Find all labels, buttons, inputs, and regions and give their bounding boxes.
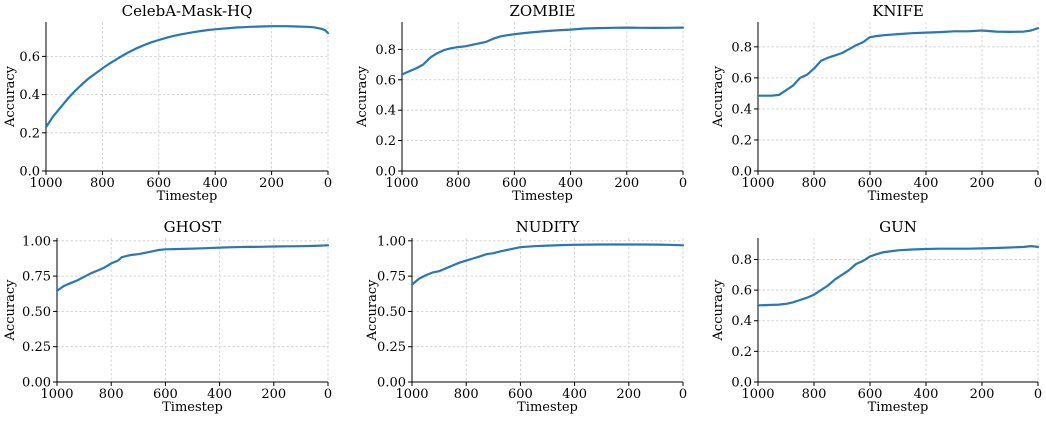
series-line [44, 25, 330, 129]
y-tick-label: 0.6 [731, 71, 752, 86]
chart-panel-1: 1000 800 600 400 200 0 0.0 0.2 0.4 0.6 CelebA-Mask… [3, 2, 332, 204]
y-tick-label: 0.6 [19, 50, 40, 65]
y-tick-label: 0.4 [375, 104, 396, 119]
series-line [400, 26, 685, 76]
y-tick-label: 0.8 [731, 40, 752, 55]
chart-title: NUDITY [516, 218, 581, 236]
x-tick-label: 1000 [741, 387, 774, 402]
series-line [756, 27, 1040, 97]
y-tick-label: 0.2 [19, 126, 40, 141]
y-tick-label: 0.2 [731, 133, 752, 148]
x-axis-label: Timestep [162, 400, 223, 415]
x-tick-label: 400 [558, 176, 583, 191]
series-line [55, 244, 330, 292]
x-tick-label: 400 [914, 176, 939, 191]
x-tick-label: 600 [153, 387, 178, 402]
x-tick-label: 400 [562, 387, 587, 402]
x-axis-label: Timestep [868, 189, 929, 204]
x-tick-label: 0 [679, 176, 687, 191]
y-tick-label: 0.8 [731, 253, 752, 268]
x-tick-label: 1000 [40, 387, 73, 402]
x-axis-label: Timestep [512, 189, 573, 204]
y-tick-label: 0.25 [22, 340, 51, 355]
chart-title: GUN [879, 218, 917, 236]
chart-title: KNIFE [872, 2, 924, 20]
x-tick-label: 200 [261, 387, 286, 402]
x-axis-label: Timestep [868, 400, 929, 415]
y-tick-label: 0.6 [731, 284, 752, 299]
x-tick-label: 0 [679, 387, 687, 402]
x-tick-label: 800 [90, 176, 115, 191]
x-tick-label: 600 [858, 387, 883, 402]
y-tick-label: 0.25 [377, 340, 406, 355]
x-tick-label: 600 [858, 176, 883, 191]
x-tick-label: 1000 [395, 387, 428, 402]
y-axis-label: Accuracy [365, 279, 380, 342]
y-tick-label: 0.2 [375, 134, 396, 149]
x-tick-label: 0 [324, 387, 332, 402]
x-tick-label: 800 [99, 387, 124, 402]
chart-panel-4: 1000 800 600 400 200 0 0.00 0.25 0.50 0.75 1.00 GHO… [3, 218, 332, 415]
y-tick-label: 0.8 [375, 43, 396, 58]
x-tick-label: 200 [970, 176, 995, 191]
x-tick-label: 0 [1034, 387, 1042, 402]
chart-title: GHOST [164, 218, 222, 236]
y-tick-label: 1.00 [377, 234, 406, 249]
chart-panel-6: 1000 800 600 400 200 0 0.0 0.2 0.4 0.6 0.8 GUN Times… [711, 218, 1042, 415]
x-tick-label: 400 [914, 387, 939, 402]
y-tick-label: 1.00 [22, 234, 51, 249]
y-tick-label: 0.0 [19, 165, 40, 180]
x-tick-label: 1000 [29, 176, 62, 191]
x-tick-label: 1000 [741, 176, 774, 191]
y-tick-label: 0.0 [731, 376, 752, 391]
y-tick-label: 0.00 [377, 376, 406, 391]
x-tick-label: 600 [502, 176, 527, 191]
x-tick-label: 1000 [385, 176, 418, 191]
x-tick-label: 800 [454, 387, 479, 402]
y-axis-label: Accuracy [3, 279, 18, 342]
x-tick-label: 200 [616, 387, 641, 402]
series-line [410, 243, 685, 286]
x-tick-label: 200 [970, 387, 995, 402]
y-tick-label: 0.75 [22, 270, 51, 285]
x-tick-label: 0 [1034, 176, 1042, 191]
y-tick-label: 0.6 [375, 73, 396, 88]
y-tick-label: 0.0 [375, 165, 396, 180]
y-axis-label: Accuracy [711, 279, 726, 342]
x-tick-label: 600 [508, 387, 533, 402]
x-tick-label: 0 [324, 176, 332, 191]
x-axis-label: Timestep [517, 400, 578, 415]
x-tick-label: 800 [802, 387, 827, 402]
x-tick-label: 600 [146, 176, 171, 191]
y-tick-label: 0.50 [377, 305, 406, 320]
x-tick-label: 200 [259, 176, 284, 191]
chart-panel-5: 1000 800 600 400 200 0 0.00 0.25 0.50 0.75 1.00 NUD… [365, 218, 687, 415]
x-tick-label: 800 [802, 176, 827, 191]
y-axis-label: Accuracy [711, 65, 726, 128]
y-tick-label: 0.75 [377, 270, 406, 285]
chart-title: CelebA-Mask-HQ [122, 2, 253, 20]
y-tick-label: 0.2 [731, 345, 752, 360]
x-tick-label: 200 [614, 176, 639, 191]
y-tick-label: 0.0 [731, 165, 752, 180]
chart-panel-2: 1000 800 600 400 200 0 0.0 0.2 0.4 0.6 0.8 ZOMBIE Ti… [355, 2, 687, 204]
y-tick-label: 0.4 [19, 88, 40, 103]
x-tick-label: 400 [207, 387, 232, 402]
y-axis-label: Accuracy [355, 65, 370, 128]
chart-panel-3: 1000 800 600 400 200 0 0.0 0.2 0.4 0.6 0.8 KNIFE Tim… [711, 2, 1042, 204]
x-tick-label: 400 [203, 176, 228, 191]
chart-title: ZOMBIE [510, 2, 576, 20]
x-tick-label: 800 [446, 176, 471, 191]
y-tick-label: 0.4 [731, 102, 752, 117]
y-tick-label: 0.4 [731, 314, 752, 329]
y-tick-label: 0.00 [22, 376, 51, 391]
x-axis-label: Timestep [157, 189, 218, 204]
y-tick-label: 0.50 [22, 305, 51, 320]
y-axis-label: Accuracy [3, 65, 18, 128]
series-line [756, 245, 1040, 307]
